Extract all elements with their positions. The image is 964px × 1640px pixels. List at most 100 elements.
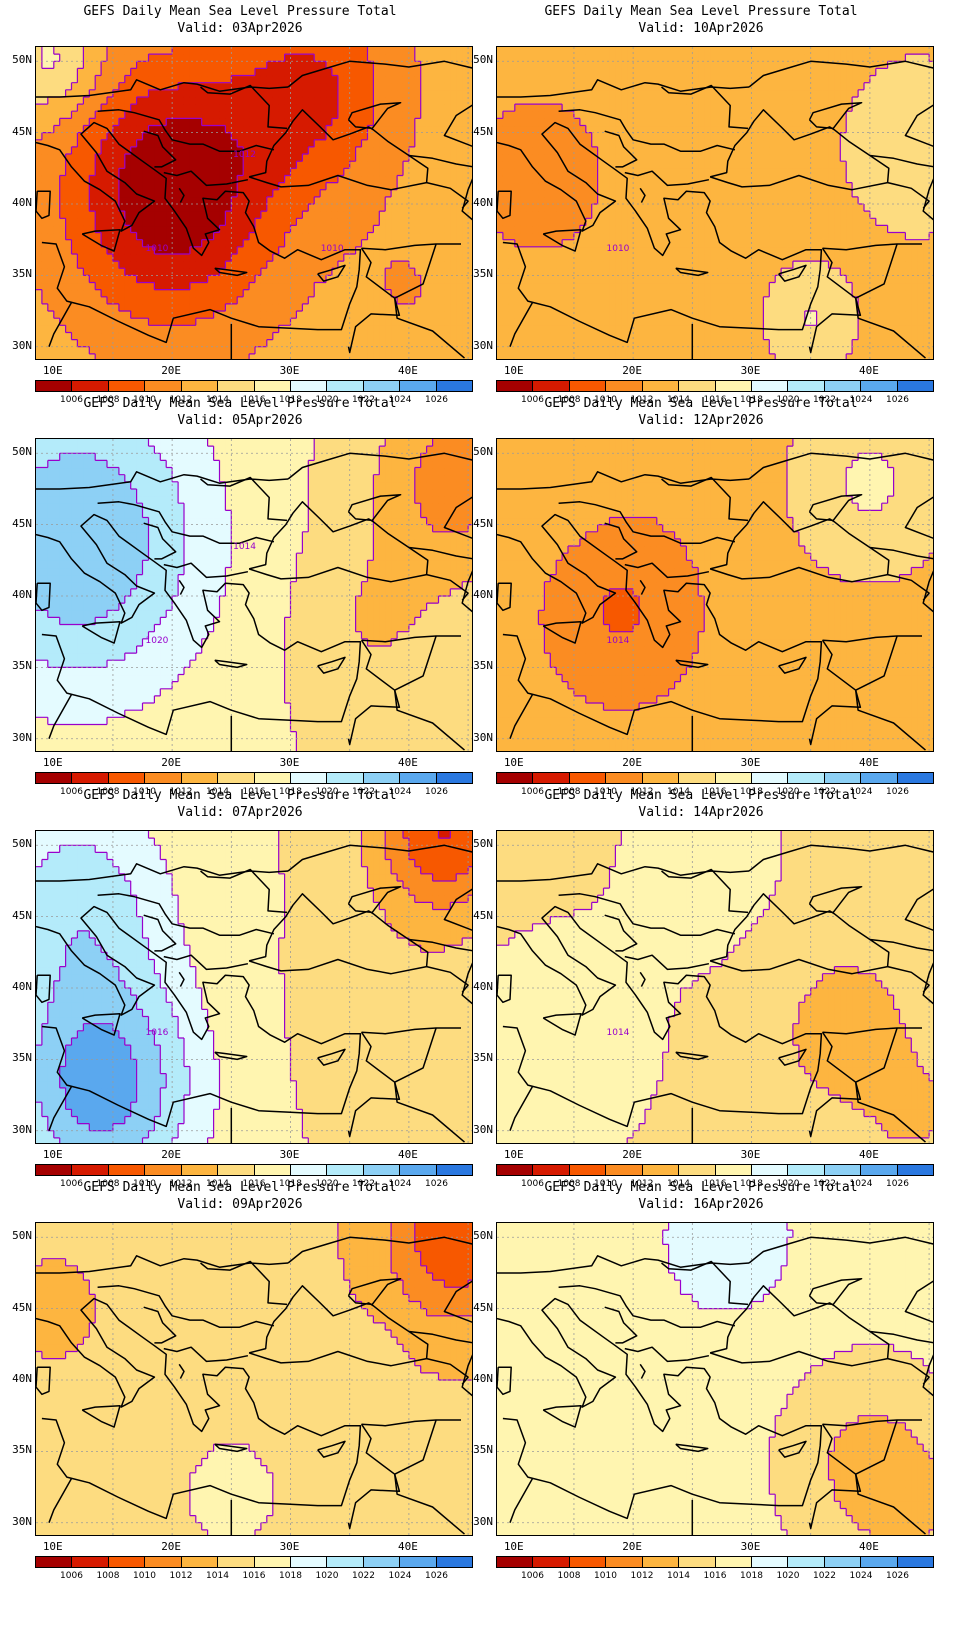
contour-label: 1012 — [233, 150, 256, 160]
coastlines-borders — [36, 452, 472, 751]
coastlines-borders — [36, 1236, 472, 1535]
colorbar-swatch — [436, 381, 473, 391]
coastline-segment — [869, 154, 933, 168]
colorbar-swatch — [145, 381, 182, 391]
colorbar-swatch — [751, 1557, 789, 1567]
latitude-label: 45N — [463, 517, 493, 530]
longitude-label: 40E — [849, 756, 889, 769]
isobar-contours — [36, 831, 472, 1143]
coastline-segment — [675, 267, 709, 277]
colorbar-level-label: 1018 — [737, 395, 767, 405]
colorbar-swatch — [218, 381, 255, 391]
colorbar-swatch — [181, 381, 219, 391]
coastline-segment — [542, 1012, 582, 1036]
colorbar-level-label: 1014 — [203, 1571, 233, 1581]
colorbar-swatch — [679, 1557, 716, 1567]
coastline-segment — [248, 893, 429, 975]
coastline-segment — [426, 573, 469, 601]
coastline-segment — [36, 974, 51, 1004]
colorbar-level-label: 1018 — [276, 787, 306, 797]
coastline-segment — [461, 178, 472, 221]
longitude-label: 10E — [33, 1148, 73, 1161]
map-panel-p7: GEFS Daily Mean Sea Level Pressure Total… — [0, 1176, 480, 1586]
latitude-label: 40N — [2, 980, 32, 993]
coastline-segment — [287, 844, 472, 872]
colorbar-level-label: 1010 — [130, 1179, 160, 1189]
colorbar-swatch — [108, 1557, 146, 1567]
colorbar-swatch — [824, 381, 862, 391]
colorbar-swatch — [290, 381, 328, 391]
coastline-segment — [461, 570, 472, 613]
longitude-label: 40E — [849, 1540, 889, 1553]
isobar-lines — [497, 831, 933, 1143]
colorbar-level-label: 1022 — [810, 395, 840, 405]
coastline-segment — [887, 573, 930, 601]
coastline-segment — [748, 844, 933, 872]
colorbar-level-label: 1024 — [846, 395, 876, 405]
colorbar-swatch — [497, 1165, 534, 1175]
colorbar-swatch — [606, 773, 643, 783]
contour-label: 1010 — [146, 244, 169, 254]
coastline-segment — [178, 971, 185, 987]
coastline-segment — [97, 893, 275, 936]
colorbar-level-label: 1018 — [276, 1571, 306, 1581]
coastlines-borders — [497, 452, 933, 751]
colorbar-level-label: 1008 — [93, 395, 123, 405]
colorbar-level-label: 1012 — [627, 395, 657, 405]
colorbar-swatch — [254, 773, 291, 783]
latitude-label: 35N — [463, 1051, 493, 1064]
colorbar-swatch — [533, 1165, 570, 1175]
coastline-segment — [36, 1366, 51, 1396]
coastline-segment — [36, 513, 362, 736]
coastline-segment — [287, 1236, 472, 1264]
colorbar-swatch — [533, 773, 570, 783]
coastline-segment — [778, 1440, 807, 1458]
coastline-segment — [604, 1306, 638, 1344]
coastline-segment — [639, 971, 646, 987]
panel-valid-date: Valid: 10Apr2026 — [461, 21, 941, 37]
graticule — [497, 439, 933, 751]
colorbar-swatch — [824, 1165, 862, 1175]
panel-title: GEFS Daily Mean Sea Level Pressure Total — [0, 4, 480, 20]
coastline-segment — [287, 452, 472, 480]
colorbar-swatch — [897, 1557, 934, 1567]
colorbar-level-label: 1016 — [700, 395, 730, 405]
colorbar-swatch — [679, 773, 716, 783]
colorbar-level-label: 1006 — [518, 1179, 548, 1189]
colorbar-level-label: 1006 — [57, 395, 87, 405]
map-panel-p2: GEFS Daily Mean Sea Level Pressure Total… — [461, 0, 941, 410]
coastline-segment — [97, 109, 275, 152]
coastline-segment — [178, 1363, 185, 1379]
latitude-label: 40N — [463, 1372, 493, 1385]
colorbar-swatch — [72, 1557, 109, 1567]
colorbar-swatch — [497, 381, 534, 391]
coastline-segment — [922, 570, 933, 613]
coastline-segment — [36, 121, 362, 344]
colorbar-level-label: 1026 — [883, 1571, 913, 1581]
coastline-segment — [709, 893, 890, 975]
coastline-segment — [36, 190, 51, 220]
pressure-shading — [36, 47, 472, 359]
coastline-segment — [200, 1260, 288, 1306]
coastline-segment — [426, 1357, 469, 1385]
coastline-segment — [317, 656, 346, 674]
coastline-segment — [48, 694, 73, 739]
coastline-segment — [497, 863, 750, 882]
colorbar-swatch — [108, 381, 146, 391]
coastline-segment — [709, 109, 890, 191]
coastline-segment — [36, 582, 51, 612]
longitude-label: 20E — [612, 756, 652, 769]
colorbar-swatch — [108, 773, 146, 783]
colorbar-level-label: 1022 — [349, 1179, 379, 1189]
coastline-segment — [317, 264, 346, 282]
colorbar-level-label: 1014 — [203, 787, 233, 797]
colorbar-swatch — [436, 1557, 473, 1567]
colorbar-swatch — [436, 1165, 473, 1175]
coastline-segment — [497, 1297, 823, 1520]
coastline-segment — [887, 1357, 930, 1385]
colorbar-swatch — [861, 773, 898, 783]
map-plot-area: 1014 — [496, 830, 934, 1144]
coastline-segment — [347, 1031, 401, 1138]
colorbar-swatch — [400, 1557, 437, 1567]
latitude-label: 30N — [463, 339, 493, 352]
